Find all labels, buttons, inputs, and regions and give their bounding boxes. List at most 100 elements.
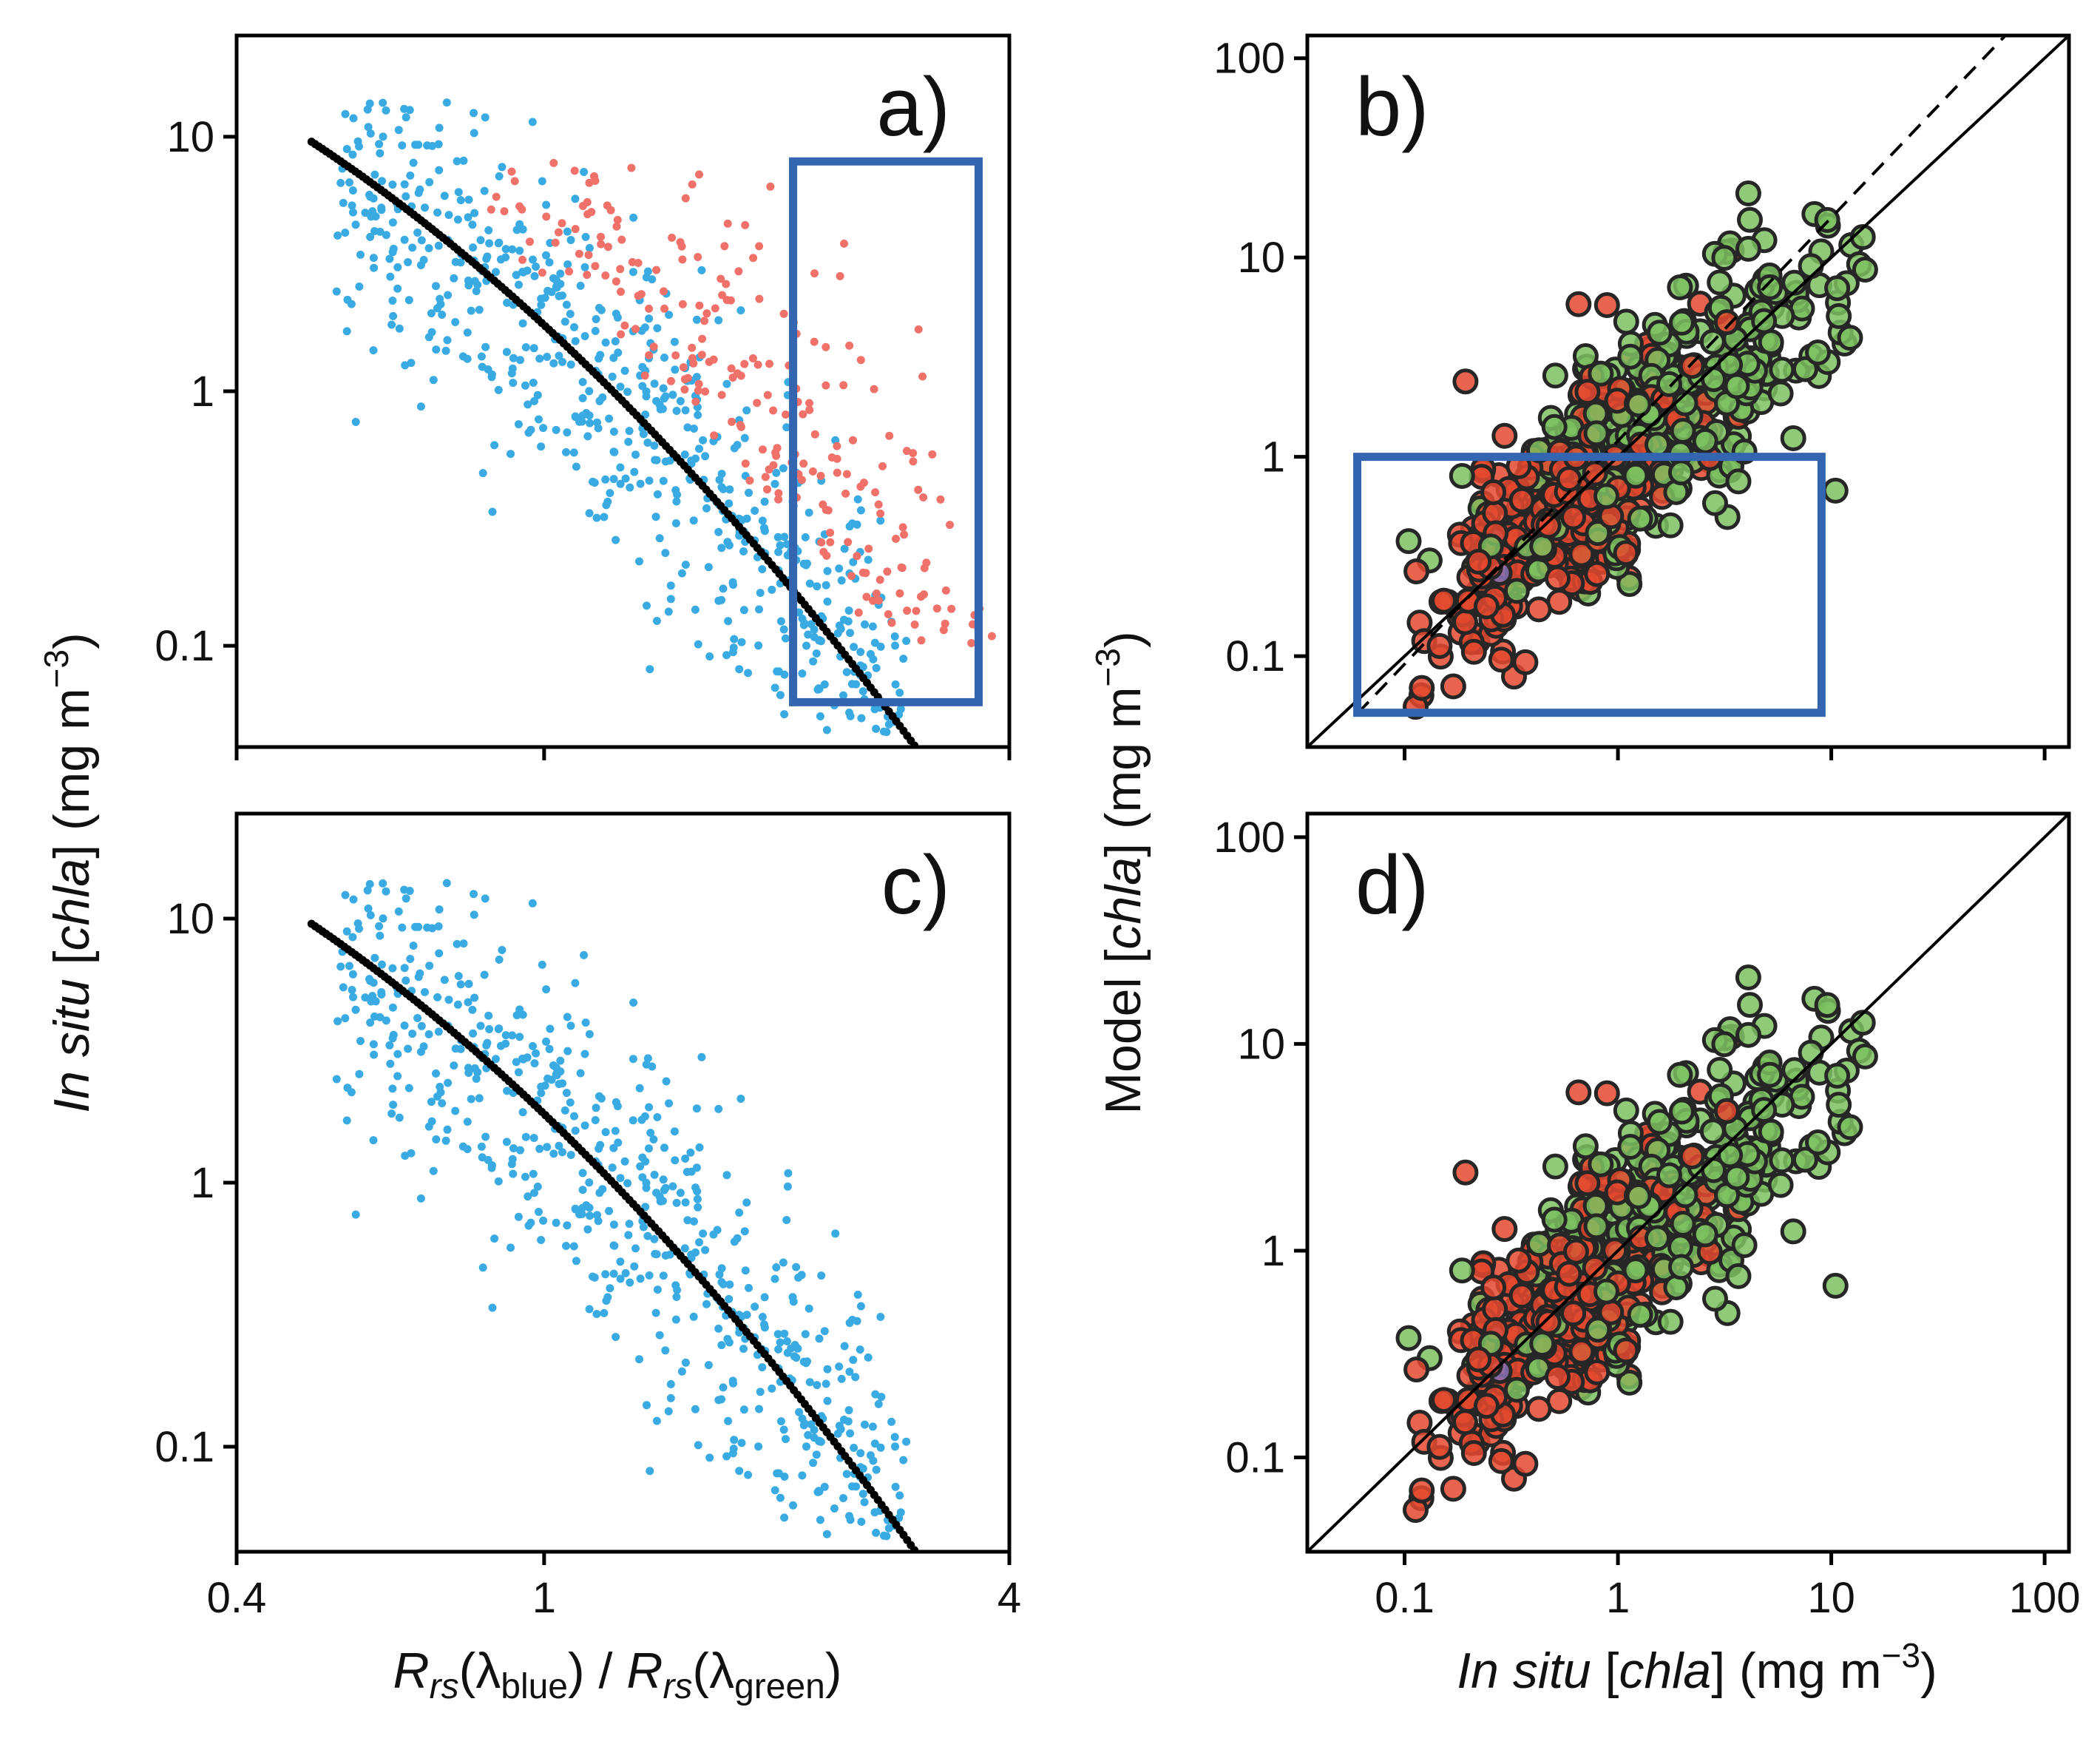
blue-point	[695, 1238, 703, 1247]
blue-point	[773, 533, 782, 541]
red-point	[766, 182, 775, 191]
green-circles	[1668, 309, 1695, 336]
green-circles	[1622, 1257, 1649, 1284]
blue-point	[672, 497, 681, 506]
blue-point	[481, 113, 490, 122]
green-circles	[1670, 418, 1696, 444]
red-point	[668, 233, 677, 242]
fit-point	[951, 1604, 959, 1612]
blue-point	[535, 1208, 543, 1216]
blue-point	[773, 667, 782, 676]
blue-point	[459, 156, 468, 165]
red-circles	[1403, 1356, 1430, 1383]
blue-point	[739, 547, 748, 555]
blue-point	[545, 1044, 554, 1053]
blue-point	[585, 1178, 594, 1187]
red-circles	[1556, 466, 1582, 493]
blue-point	[519, 268, 528, 277]
red-point	[487, 205, 495, 214]
blue-point	[653, 324, 662, 333]
blue-point	[636, 1274, 645, 1283]
blue-point	[484, 365, 492, 374]
blue-point	[332, 1075, 341, 1084]
blue-point	[858, 687, 867, 696]
blue-point	[387, 1109, 396, 1118]
blue-point	[348, 186, 357, 195]
blue-point	[801, 533, 810, 541]
blue-point	[563, 260, 572, 268]
blue-point	[421, 987, 429, 996]
red-point	[914, 485, 923, 494]
blue-point	[853, 1317, 861, 1325]
green-circles	[1588, 1151, 1614, 1177]
blue-point	[779, 464, 788, 473]
blue-point	[413, 1014, 422, 1022]
blue-point	[425, 178, 434, 186]
blue-point	[342, 145, 351, 153]
red-circles	[1512, 649, 1539, 675]
red-point	[853, 552, 861, 561]
green-circles	[1526, 1231, 1552, 1257]
red-point	[862, 592, 871, 601]
blue-point	[725, 1280, 734, 1289]
blue-point	[895, 710, 904, 719]
blue-point	[592, 315, 600, 323]
blue-point	[578, 1169, 587, 1177]
green-circles	[1702, 490, 1728, 516]
blue-point	[802, 1442, 810, 1451]
blue-point	[496, 1041, 505, 1050]
blue-point	[552, 1064, 560, 1072]
blue-point	[532, 263, 541, 271]
blue-point	[680, 1244, 689, 1253]
blue-point	[756, 589, 765, 598]
blue-point	[556, 1056, 565, 1065]
blue-point	[823, 597, 832, 606]
blue-point	[844, 606, 853, 615]
blue-point	[621, 1268, 630, 1277]
blue-point	[407, 359, 416, 368]
blue-point	[521, 343, 530, 351]
highlight-box-a	[789, 157, 983, 706]
blue-point	[566, 1098, 575, 1107]
blue-point	[835, 1422, 844, 1430]
blue-point	[797, 1271, 806, 1280]
blue-point	[545, 258, 554, 267]
red-point	[637, 290, 646, 299]
red-point	[616, 265, 625, 274]
blue-point	[870, 638, 879, 647]
blue-point	[609, 447, 618, 456]
red-circles	[1535, 513, 1562, 539]
blue-point	[739, 1345, 748, 1354]
red-point	[799, 459, 808, 468]
green-circles	[1798, 253, 1824, 280]
blue-point	[518, 1010, 527, 1019]
red-point	[649, 342, 658, 351]
blue-point	[342, 1116, 351, 1125]
red-point	[678, 255, 687, 264]
blue-point	[780, 710, 789, 719]
red-point	[671, 351, 680, 359]
blue-point	[433, 304, 441, 313]
blue-point	[870, 1439, 879, 1448]
blue-point	[533, 1182, 542, 1191]
blue-point	[701, 1246, 710, 1254]
blue-point	[345, 178, 353, 187]
blue-point	[369, 346, 378, 355]
blue-point	[751, 1302, 759, 1311]
red-circles	[1488, 1447, 1514, 1474]
green-circles	[1542, 1153, 1568, 1180]
blue-point	[542, 1037, 550, 1046]
blue-point	[714, 1324, 723, 1333]
blue-point	[406, 955, 415, 963]
blue-point	[370, 170, 379, 179]
red-point	[518, 205, 526, 214]
blue-point	[411, 922, 420, 931]
red-point	[833, 468, 841, 477]
blue-point	[839, 615, 848, 624]
blue-point	[552, 276, 560, 285]
blue-point	[355, 283, 364, 291]
red-circles	[1565, 1079, 1592, 1106]
blue-point	[600, 513, 609, 521]
red-point	[909, 449, 918, 458]
